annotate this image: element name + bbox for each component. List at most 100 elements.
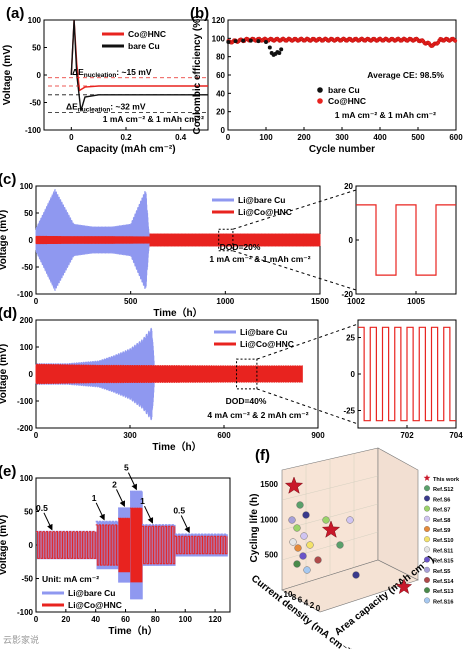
x-tick-label: 0	[34, 431, 39, 440]
y-tick-label: -50	[21, 575, 33, 584]
reference-data-point	[296, 501, 304, 509]
rate-segment-bare-cu	[118, 507, 131, 583]
inset-x-tick-label: 1002	[347, 297, 365, 306]
legend-label: Ref.S12	[433, 487, 454, 493]
y-tick-label: 50	[24, 209, 33, 218]
annotation-sub: nucleation	[84, 72, 117, 79]
panel-label: (a)	[6, 5, 24, 22]
grid-line	[281, 531, 379, 561]
reference-data-point	[303, 566, 311, 574]
legend-label: Li@bare Cu	[240, 327, 288, 337]
y-tick-label: -100	[25, 126, 42, 135]
rate-label: 5	[124, 463, 129, 473]
rate-segment-co-hnc	[95, 524, 119, 566]
y-tick-label: 100	[20, 182, 34, 191]
y-axis-label: Voltage (mV)	[0, 515, 9, 575]
x-tick-label: 400	[373, 133, 387, 142]
reference-data-point	[300, 532, 308, 540]
legend-swatch	[424, 546, 430, 553]
zoom-box	[236, 358, 258, 390]
rate-segment-co-hnc	[118, 517, 131, 573]
legend-label: This work	[433, 477, 460, 483]
legend-label: bare Cu	[128, 41, 160, 51]
x-axis-label: Time（h）	[152, 440, 201, 453]
x-tick-label: 600	[217, 431, 231, 440]
reference-data-point	[293, 560, 301, 568]
panel-label: (c)	[0, 171, 16, 188]
legend-swatch	[424, 566, 430, 573]
rate-segment-co-hnc	[141, 525, 176, 565]
inset-x-tick-label: 704	[449, 431, 463, 440]
y-tick-label: -200	[17, 424, 34, 433]
legend-label: Ref.S15	[433, 559, 454, 565]
inset-square-wave	[356, 204, 456, 276]
data-point-bare-cu	[248, 38, 253, 43]
legend-swatch	[424, 556, 430, 563]
panel-label: (b)	[190, 5, 209, 22]
data-point-bare-cu	[233, 39, 238, 44]
reference-data-point	[299, 552, 307, 560]
legend-swatch	[317, 87, 323, 93]
reference-data-point	[293, 524, 301, 532]
y-axis-label: Voltage (mV)	[2, 45, 13, 105]
rate-segment-bare-cu	[141, 524, 176, 566]
x-tick-label: 200	[297, 133, 311, 142]
rate-arrow	[43, 512, 53, 531]
legend-label: Co@HNC	[328, 96, 366, 106]
y-tick-label: -100	[17, 397, 34, 406]
legend-swatch	[424, 577, 430, 583]
x-tick-label: 0	[34, 615, 39, 624]
data-point-bare-cu	[264, 40, 268, 44]
data-point-bare-cu	[226, 40, 231, 44]
panel-b: 0 100 200 300 400 500 600 0 20 40 60 80 100 120 Cycle …	[190, 5, 463, 155]
y-axis-label: Voltage (mV)	[0, 210, 9, 270]
y-tick-label: 60	[216, 71, 225, 80]
x-tick-label: 0.4	[175, 133, 187, 142]
annotation-co-hnc: ΔEnucleation: ~15 mV	[72, 67, 152, 79]
annotation-average-ce: Average CE: 98.5%	[367, 70, 444, 80]
x-axis-label: Time（h）	[108, 624, 157, 637]
legend-swatch	[424, 495, 430, 502]
x-tick-label: 0.2	[120, 133, 132, 142]
y-tick-label: 50	[24, 508, 33, 517]
this-work-star	[321, 520, 341, 538]
legend-label: Ref.S10	[433, 538, 454, 544]
rate-segment-co-hnc	[174, 535, 228, 555]
data-point-bare-cu	[256, 39, 261, 44]
legend-label: Ref.S11	[433, 548, 453, 554]
panel-e: 0 20 40 60 80 100 120 -100 -50 0 50 100 Time（h） Volta…	[0, 463, 231, 637]
rate-segment-co-hnc	[36, 531, 97, 559]
this-work-star	[395, 578, 413, 595]
oscillation-core-co-hnc	[35, 235, 321, 245]
legend-label: Ref.S7	[433, 508, 450, 514]
rate-segment-co-hnc	[130, 507, 143, 583]
x-tick-label: 500	[411, 133, 425, 142]
inset-y-tick-label: -25	[343, 406, 355, 415]
y-tick-label: 200	[20, 316, 34, 325]
legend-label: Ref.S8	[433, 518, 450, 524]
annotation-conditions: 1 mA cm⁻² & 1 mAh cm⁻²	[103, 114, 204, 124]
y-tick-label: 100	[20, 474, 34, 483]
legend-label: Li@bare Cu	[238, 195, 286, 205]
x-tick-label: 300	[123, 431, 137, 440]
x-tick-label: 4	[304, 598, 309, 607]
data-point-bare-cu	[267, 45, 272, 50]
x-tick-label: 1000	[216, 297, 234, 306]
legend-swatch	[317, 98, 323, 104]
legend-label: Ref.S13	[433, 589, 454, 595]
x-tick-label: 80	[151, 615, 160, 624]
y-tick-label: -50	[21, 263, 33, 272]
x-axis-label: Cycle number	[309, 144, 375, 155]
reference-data-point	[294, 544, 302, 552]
legend-swatch	[424, 515, 430, 522]
y-tick-label: 80	[216, 53, 225, 62]
legend-label: Ref.S9	[433, 528, 450, 534]
legend-label: Co@HNC	[128, 29, 166, 39]
panel-a: 0 0.2 0.4 -100 -50 0 50 100 Capacity (mAh cm⁻²) V…	[2, 5, 209, 155]
y-tick-label: 100	[20, 343, 34, 352]
inset-y-tick-label: 20	[344, 182, 353, 191]
unit-label: Unit: mA cm⁻²	[42, 574, 99, 584]
side-wall	[377, 447, 419, 581]
y-tick-label: 120	[212, 16, 226, 25]
y-axis-label: Coulombic efficiency (%)	[192, 16, 203, 135]
